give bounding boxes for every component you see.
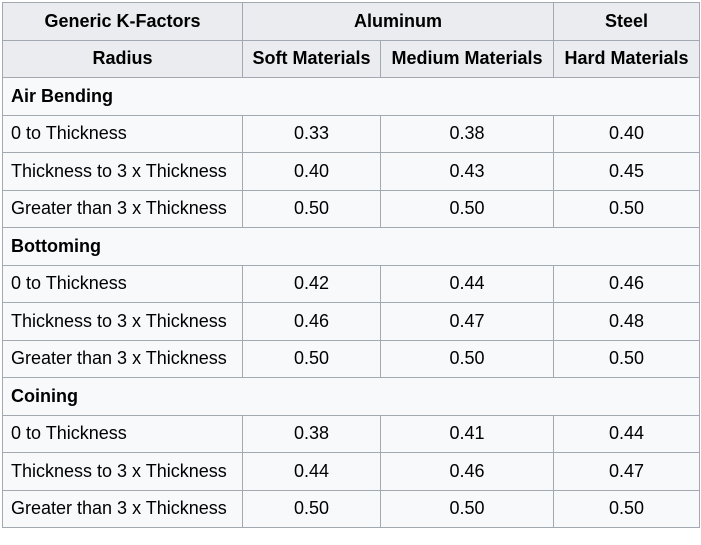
header-row-columns: Radius Soft Materials Medium Materials H… — [2, 39, 700, 78]
table-row: Greater than 3 x Thickness 0.50 0.50 0.5… — [2, 339, 700, 378]
radius-cell: 0 to Thickness — [2, 414, 243, 453]
medium-value-cell: 0.38 — [380, 114, 554, 153]
hard-value-cell: 0.40 — [553, 114, 700, 153]
header-generic-k-factors: Generic K-Factors — [2, 2, 243, 41]
radius-cell: Thickness to 3 x Thickness — [2, 302, 243, 341]
section-title: Coining — [2, 377, 700, 416]
medium-value-cell: 0.41 — [380, 414, 554, 453]
table-row: 0 to Thickness 0.33 0.38 0.40 — [2, 114, 700, 153]
medium-value-cell: 0.50 — [380, 489, 554, 528]
radius-cell: Greater than 3 x Thickness — [2, 489, 243, 528]
hard-value-cell: 0.45 — [553, 152, 700, 191]
section-title: Bottoming — [2, 227, 700, 266]
table-row: Greater than 3 x Thickness 0.50 0.50 0.5… — [2, 489, 700, 528]
hard-value-cell: 0.50 — [553, 189, 700, 228]
hard-value-cell: 0.48 — [553, 302, 700, 341]
soft-value-cell: 0.46 — [242, 302, 381, 341]
soft-value-cell: 0.38 — [242, 414, 381, 453]
soft-value-cell: 0.42 — [242, 264, 381, 303]
section-row-bottoming: Bottoming — [2, 227, 700, 266]
hard-value-cell: 0.46 — [553, 264, 700, 303]
table-row: Greater than 3 x Thickness 0.50 0.50 0.5… — [2, 189, 700, 228]
section-row-coining: Coining — [2, 377, 700, 416]
soft-value-cell: 0.50 — [242, 489, 381, 528]
medium-value-cell: 0.46 — [380, 452, 554, 491]
header-radius: Radius — [2, 39, 243, 78]
soft-value-cell: 0.40 — [242, 152, 381, 191]
table-row: Thickness to 3 x Thickness 0.46 0.47 0.4… — [2, 302, 700, 341]
radius-cell: 0 to Thickness — [2, 114, 243, 153]
hard-value-cell: 0.47 — [553, 452, 700, 491]
radius-cell: Greater than 3 x Thickness — [2, 339, 243, 378]
table-row: 0 to Thickness 0.38 0.41 0.44 — [2, 414, 700, 453]
soft-value-cell: 0.33 — [242, 114, 381, 153]
table-row: Thickness to 3 x Thickness 0.40 0.43 0.4… — [2, 152, 700, 191]
radius-cell: Greater than 3 x Thickness — [2, 189, 243, 228]
hard-value-cell: 0.50 — [553, 339, 700, 378]
medium-value-cell: 0.50 — [380, 339, 554, 378]
soft-value-cell: 0.44 — [242, 452, 381, 491]
section-title: Air Bending — [2, 77, 700, 116]
radius-cell: 0 to Thickness — [2, 264, 243, 303]
header-aluminum: Aluminum — [242, 2, 554, 41]
medium-value-cell: 0.43 — [380, 152, 554, 191]
section-row-air-bending: Air Bending — [2, 77, 700, 116]
header-steel: Steel — [553, 2, 700, 41]
soft-value-cell: 0.50 — [242, 189, 381, 228]
header-hard-materials: Hard Materials — [553, 39, 700, 78]
medium-value-cell: 0.50 — [380, 189, 554, 228]
table-row: Thickness to 3 x Thickness 0.44 0.46 0.4… — [2, 452, 700, 491]
header-medium-materials: Medium Materials — [380, 39, 554, 78]
hard-value-cell: 0.44 — [553, 414, 700, 453]
header-row-groups: Generic K-Factors Aluminum Steel — [2, 2, 700, 41]
k-factor-table: Generic K-Factors Aluminum Steel Radius … — [2, 2, 700, 528]
medium-value-cell: 0.47 — [380, 302, 554, 341]
radius-cell: Thickness to 3 x Thickness — [2, 452, 243, 491]
soft-value-cell: 0.50 — [242, 339, 381, 378]
table-row: 0 to Thickness 0.42 0.44 0.46 — [2, 264, 700, 303]
medium-value-cell: 0.44 — [380, 264, 554, 303]
header-soft-materials: Soft Materials — [242, 39, 381, 78]
radius-cell: Thickness to 3 x Thickness — [2, 152, 243, 191]
hard-value-cell: 0.50 — [553, 489, 700, 528]
